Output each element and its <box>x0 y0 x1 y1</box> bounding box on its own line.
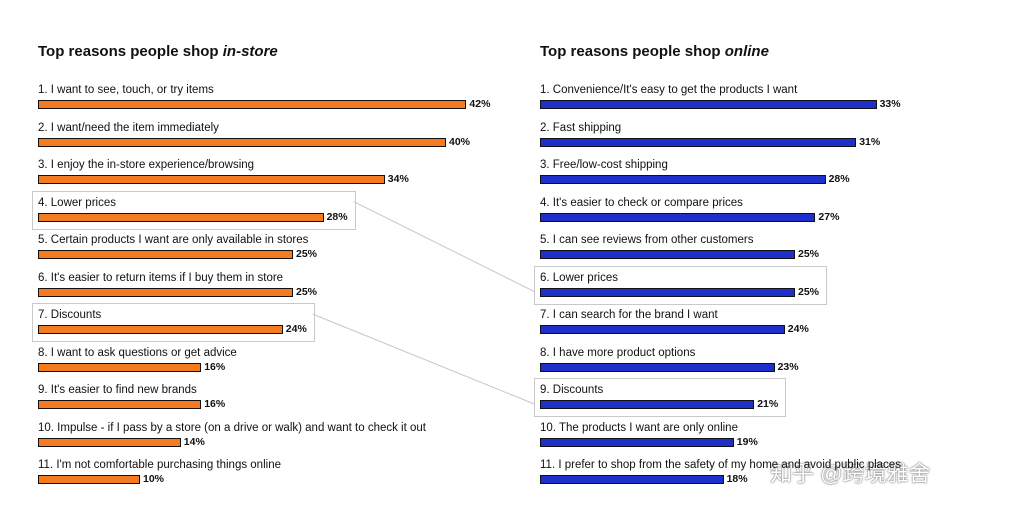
online-value-label: 27% <box>818 210 840 223</box>
online-item-label: 7. I can search for the brand I want <box>540 309 718 321</box>
instore-title-prefix: Top reasons people shop <box>38 43 223 60</box>
online-value-label: 21% <box>757 398 779 410</box>
online-bar <box>540 212 816 222</box>
instore-item-label: 9. It's easier to find new brands <box>38 384 197 396</box>
instore-highlight-box <box>32 303 315 342</box>
instore-value-label: 25% <box>296 248 318 260</box>
online-bar <box>540 287 795 297</box>
online-bar <box>540 137 857 147</box>
instore-bar <box>38 100 467 109</box>
instore-bar <box>38 400 202 409</box>
online-bar <box>540 250 795 259</box>
online-item-label: 11. I prefer to shop from the safety of … <box>540 459 901 471</box>
instore-item-label: 8. I want to ask questions or get advice <box>38 346 237 359</box>
instore-value-label: 16% <box>204 360 226 373</box>
online-bar <box>540 475 724 484</box>
instore-value-label: 24% <box>285 323 307 335</box>
watermark-text: 知乎 @跨境雅舍 <box>770 461 931 486</box>
online-item-label: 3. Free/low-cost shipping <box>540 159 668 171</box>
online-item-label: 5. I can see reviews from other customer… <box>540 234 754 246</box>
instore-bar <box>38 475 140 484</box>
instore-bar <box>38 362 202 372</box>
online-value-label: 24% <box>787 323 809 335</box>
online-item-label: 4. It's easier to check or compare price… <box>540 196 743 209</box>
instore-value-label: 16% <box>204 398 226 410</box>
instore-item-label: 2. I want/need the item immediately <box>38 121 219 134</box>
instore-value-label: 34% <box>387 173 409 185</box>
instore-highlight-box <box>32 190 356 230</box>
online-value-label: 23% <box>777 360 799 373</box>
online-value-label: 31% <box>859 135 881 148</box>
instore-chart-title: Top reasons people shop in-store <box>38 43 278 60</box>
connector-line <box>312 313 535 405</box>
online-value-label: 18% <box>726 473 748 485</box>
online-value-label: 25% <box>798 285 820 298</box>
instore-value-label: 14% <box>183 435 205 448</box>
instore-item-label: 5. Certain products I want are only avai… <box>38 234 309 246</box>
connector-line <box>353 201 535 292</box>
instore-item-label: 1. I want to see, touch, or try items <box>38 84 214 96</box>
online-bar <box>540 437 734 447</box>
online-value-label: 33% <box>879 98 901 110</box>
instore-value-label: 25% <box>296 285 318 298</box>
instore-value-label: 28% <box>326 210 348 223</box>
online-value-label: 28% <box>828 173 850 185</box>
instore-item-label: 10. Impulse - if I pass by a store (on a… <box>38 421 426 434</box>
instore-value-label: 42% <box>469 98 491 110</box>
online-bar <box>540 400 755 409</box>
instore-value-label: 10% <box>143 473 165 485</box>
instore-value-label: 40% <box>449 135 471 148</box>
online-title-emphasis: online <box>724 43 769 60</box>
online-value-label: 19% <box>736 435 758 448</box>
instore-item-label: 11. I'm not comfortable purchasing thing… <box>38 459 281 471</box>
online-item-label: 8. I have more product options <box>540 346 696 359</box>
instore-bar <box>38 250 293 259</box>
online-bar <box>540 100 877 109</box>
online-bar <box>540 325 785 334</box>
online-title-prefix: Top reasons people shop <box>540 43 725 60</box>
instore-item-label: 7. Discounts <box>38 309 102 321</box>
instore-bar <box>38 287 293 297</box>
instore-bar <box>38 437 181 447</box>
online-item-label: 2. Fast shipping <box>540 121 622 134</box>
online-bar <box>540 362 775 372</box>
instore-bar <box>38 325 283 334</box>
online-item-label: 1. Convenience/It's easy to get the prod… <box>540 84 798 96</box>
online-item-label: 10. The products I want are only online <box>540 421 738 434</box>
instore-item-label: 6. It's easier to return items if I buy … <box>38 271 284 284</box>
instore-bar <box>38 175 385 184</box>
instore-item-label: 4. Lower prices <box>38 196 116 209</box>
online-chart-title: Top reasons people shop online <box>540 43 769 60</box>
online-value-label: 25% <box>798 248 820 260</box>
online-highlight-box <box>534 265 827 305</box>
online-highlight-box <box>534 378 787 417</box>
instore-bar <box>38 137 446 147</box>
online-item-label: 9. Discounts <box>540 384 604 396</box>
instore-title-emphasis: in-store <box>222 43 278 60</box>
instore-bar <box>38 212 324 222</box>
online-bar <box>540 175 826 184</box>
instore-item-label: 3. I enjoy the in-store experience/brows… <box>38 159 255 171</box>
online-item-label: 6. Lower prices <box>540 271 618 284</box>
